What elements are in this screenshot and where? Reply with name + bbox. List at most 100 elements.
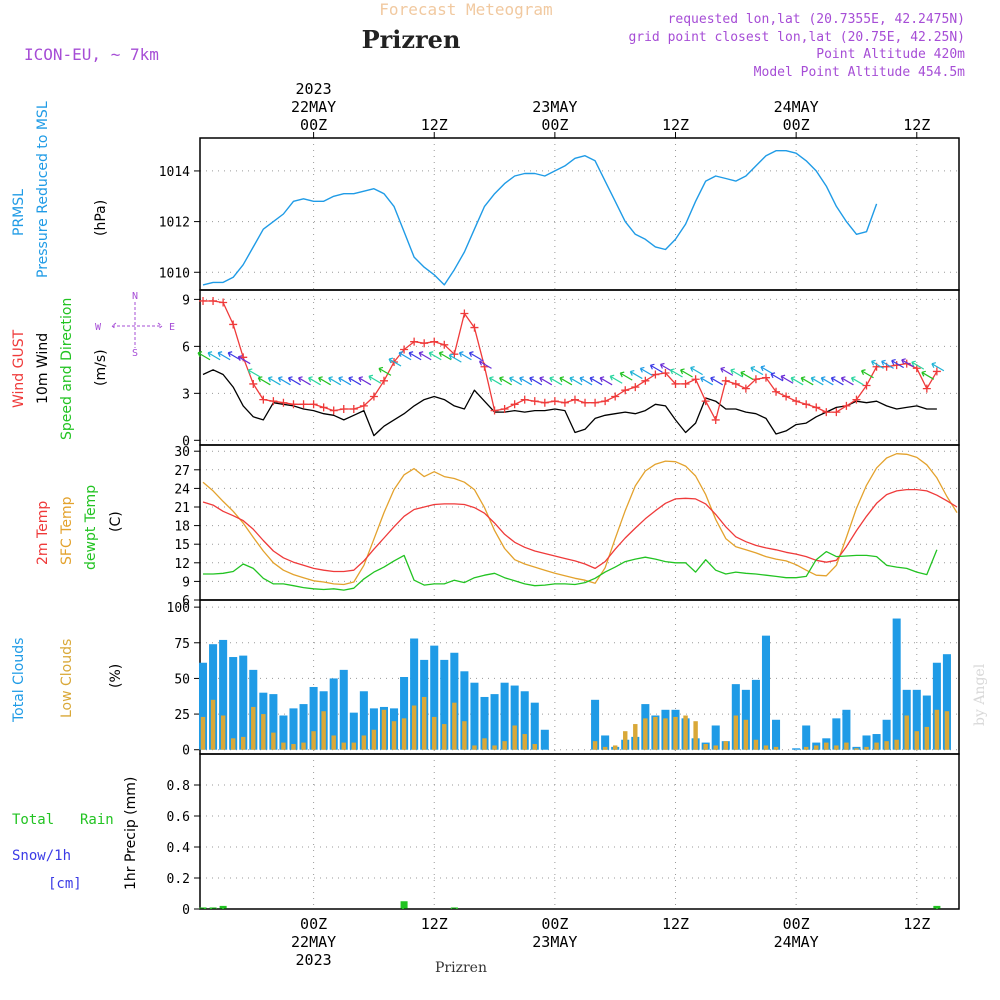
low-cloud-bar (904, 715, 909, 750)
precip-label-cm: [cm] (48, 876, 82, 892)
wind-gust-marker (812, 403, 821, 412)
low-cloud-bar (612, 745, 618, 750)
total-cloud-bar (229, 657, 238, 750)
low-cloud-bar (894, 739, 899, 750)
wind-gust-marker (852, 395, 861, 404)
total-cloud-bar (339, 669, 348, 750)
wind-direction-arrow (790, 376, 804, 386)
rain-bar (199, 907, 207, 909)
wind-direction-arrow (770, 372, 784, 382)
wind-gust-marker (842, 401, 851, 410)
wind-gust-marker (460, 309, 469, 318)
wind-direction-arrow (458, 351, 472, 361)
bottom-time-label: 23MAY (532, 933, 577, 951)
total-cloud-bar (872, 734, 881, 750)
wind-direction-arrow (348, 376, 362, 386)
bottom-time-label: 22MAY (291, 933, 336, 951)
requested-coords: requested lon,lat (20.7355E, 42.2475N) (668, 12, 965, 27)
wind-gust-marker (400, 345, 409, 354)
top-time-label: 12Z (662, 116, 689, 134)
wind-direction-arrow (609, 374, 623, 384)
precip-tick-label: 0.6 (167, 810, 190, 825)
low-cloud-bar (663, 718, 668, 750)
wind-gust-marker (209, 296, 218, 305)
wind-direction-arrow (619, 371, 633, 381)
total-cloud-bar (751, 679, 760, 750)
low-cloud-bar (673, 716, 678, 750)
low-cloud-bar (773, 746, 779, 750)
total-cloud-bar (772, 719, 781, 750)
pressure-tick-label: 1010 (159, 266, 190, 281)
total-cloud-bar (359, 691, 368, 750)
precip-tick-label: 0.8 (167, 779, 190, 794)
low-cloud-bar (381, 709, 387, 750)
total-cloud-bar (450, 652, 459, 750)
low-cloud-bar (633, 724, 638, 750)
wind-gust-marker (681, 379, 690, 388)
wind-gust-marker (691, 375, 700, 384)
temp-label-2m: 2m Temp (35, 501, 51, 565)
precip-tick-label: 0.4 (167, 841, 191, 856)
wind-gust-marker (279, 398, 288, 407)
wind-direction-arrow (358, 376, 372, 386)
sfc-temp-line (202, 453, 958, 586)
rain-bar (400, 901, 408, 909)
low-cloud-bar (683, 715, 688, 750)
total-cloud-bar (711, 725, 720, 750)
wind-10m-line (202, 369, 937, 437)
clouds-tick-label: 100 (167, 601, 190, 616)
wind-gust-marker (219, 298, 228, 307)
wind-direction-arrow (871, 359, 884, 369)
clouds-tick-label: 75 (174, 637, 190, 652)
bottom-time-label: 00Z (783, 915, 810, 933)
top-time-label: 24MAY (774, 98, 819, 116)
wind-gust-marker (822, 408, 831, 417)
wind-direction-arrow (860, 369, 874, 379)
wind-gust-marker (470, 323, 479, 332)
low-cloud-bar (371, 729, 377, 750)
wind-direction-arrow (720, 366, 734, 376)
model-altitude: Model Point Altitude 454.5m (754, 65, 965, 80)
wind-direction-arrow (478, 359, 492, 369)
wind-tick-label: 3 (182, 387, 190, 402)
wind-direction-arrow (780, 374, 794, 384)
wind-direction-arrow (197, 351, 211, 361)
low-cloud-bar (432, 716, 437, 750)
low-cloud-bar (643, 718, 648, 750)
grid-point-coords: grid point closest lon,lat (20.75E, 42.2… (628, 30, 965, 45)
total-cloud-bar (842, 709, 851, 750)
low-cloud-bar (341, 742, 346, 750)
temp-label-sfc: SFC Temp (59, 496, 75, 565)
low-cloud-bar (241, 736, 246, 750)
model-label: ICON-EU, ~ 7km (24, 45, 159, 64)
low-cloud-bar (462, 721, 467, 750)
low-cloud-bar (361, 735, 367, 750)
wind-gust-marker (269, 397, 278, 406)
temp-tick-label: 30 (174, 445, 190, 460)
rain-bar (450, 907, 458, 909)
low-cloud-bar (200, 716, 206, 750)
wind-direction-arrow (438, 351, 452, 361)
low-cloud-bar (693, 721, 698, 750)
wind-gust-marker (359, 401, 368, 410)
low-cloud-bar (944, 711, 950, 750)
wind-gust-marker (540, 398, 549, 407)
precip-label-snow: Snow/1h (12, 848, 71, 864)
low-cloud-bar (321, 711, 326, 750)
wind-gust-marker (621, 386, 630, 395)
low-cloud-bar (442, 724, 447, 750)
wind-direction-arrow (247, 368, 261, 378)
pressure-tick-label: 1012 (159, 216, 190, 231)
low-cloud-bar (703, 744, 708, 750)
total-cloud-bar (400, 677, 409, 750)
low-cloud-bar (482, 738, 487, 750)
total-cloud-bar (892, 618, 901, 750)
total-cloud-bar (932, 662, 941, 750)
clouds-tick-label: 25 (174, 708, 190, 723)
pressure-label-prmsl: PRMSL (11, 189, 27, 236)
rain-bar (209, 907, 217, 909)
total-cloud-bar (490, 694, 499, 750)
wind-gust-marker (319, 403, 328, 412)
precip-label-rain: Rain (80, 812, 114, 828)
wind-gust-marker (772, 387, 781, 396)
